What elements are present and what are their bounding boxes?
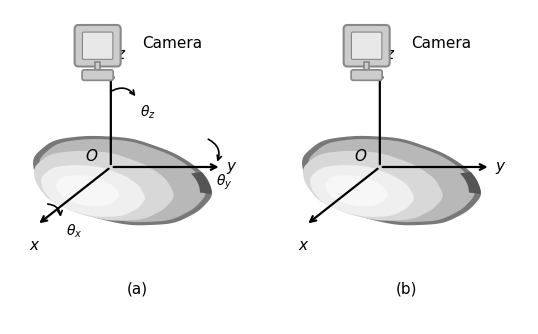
- Text: Camera: Camera: [143, 36, 203, 50]
- FancyBboxPatch shape: [351, 32, 382, 59]
- Text: x: x: [299, 238, 308, 253]
- Polygon shape: [303, 151, 443, 221]
- Text: O: O: [86, 149, 98, 164]
- Polygon shape: [39, 139, 206, 222]
- Text: y: y: [227, 160, 236, 174]
- Text: Camera: Camera: [412, 36, 472, 50]
- Text: (a): (a): [126, 281, 148, 296]
- Polygon shape: [310, 165, 414, 217]
- Text: $\theta_y$: $\theta_y$: [216, 172, 232, 192]
- Polygon shape: [302, 136, 481, 225]
- Polygon shape: [460, 172, 480, 194]
- Text: x: x: [30, 238, 39, 253]
- FancyBboxPatch shape: [75, 25, 121, 66]
- Polygon shape: [308, 139, 475, 222]
- FancyBboxPatch shape: [82, 70, 113, 80]
- Polygon shape: [56, 175, 119, 206]
- FancyBboxPatch shape: [82, 32, 113, 59]
- Polygon shape: [325, 175, 388, 206]
- Text: $\theta_z$: $\theta_z$: [140, 104, 155, 121]
- Text: (b): (b): [395, 281, 417, 296]
- Polygon shape: [41, 165, 145, 217]
- Polygon shape: [191, 172, 211, 194]
- Text: z: z: [385, 46, 393, 61]
- Text: O: O: [355, 149, 367, 164]
- FancyBboxPatch shape: [351, 70, 382, 80]
- Bar: [364, 62, 369, 72]
- Polygon shape: [33, 136, 212, 225]
- Bar: [95, 62, 100, 72]
- Text: z: z: [116, 46, 124, 61]
- Text: y: y: [496, 160, 505, 174]
- FancyBboxPatch shape: [344, 25, 390, 66]
- Text: $\theta_x$: $\theta_x$: [66, 222, 82, 240]
- Polygon shape: [34, 151, 174, 221]
